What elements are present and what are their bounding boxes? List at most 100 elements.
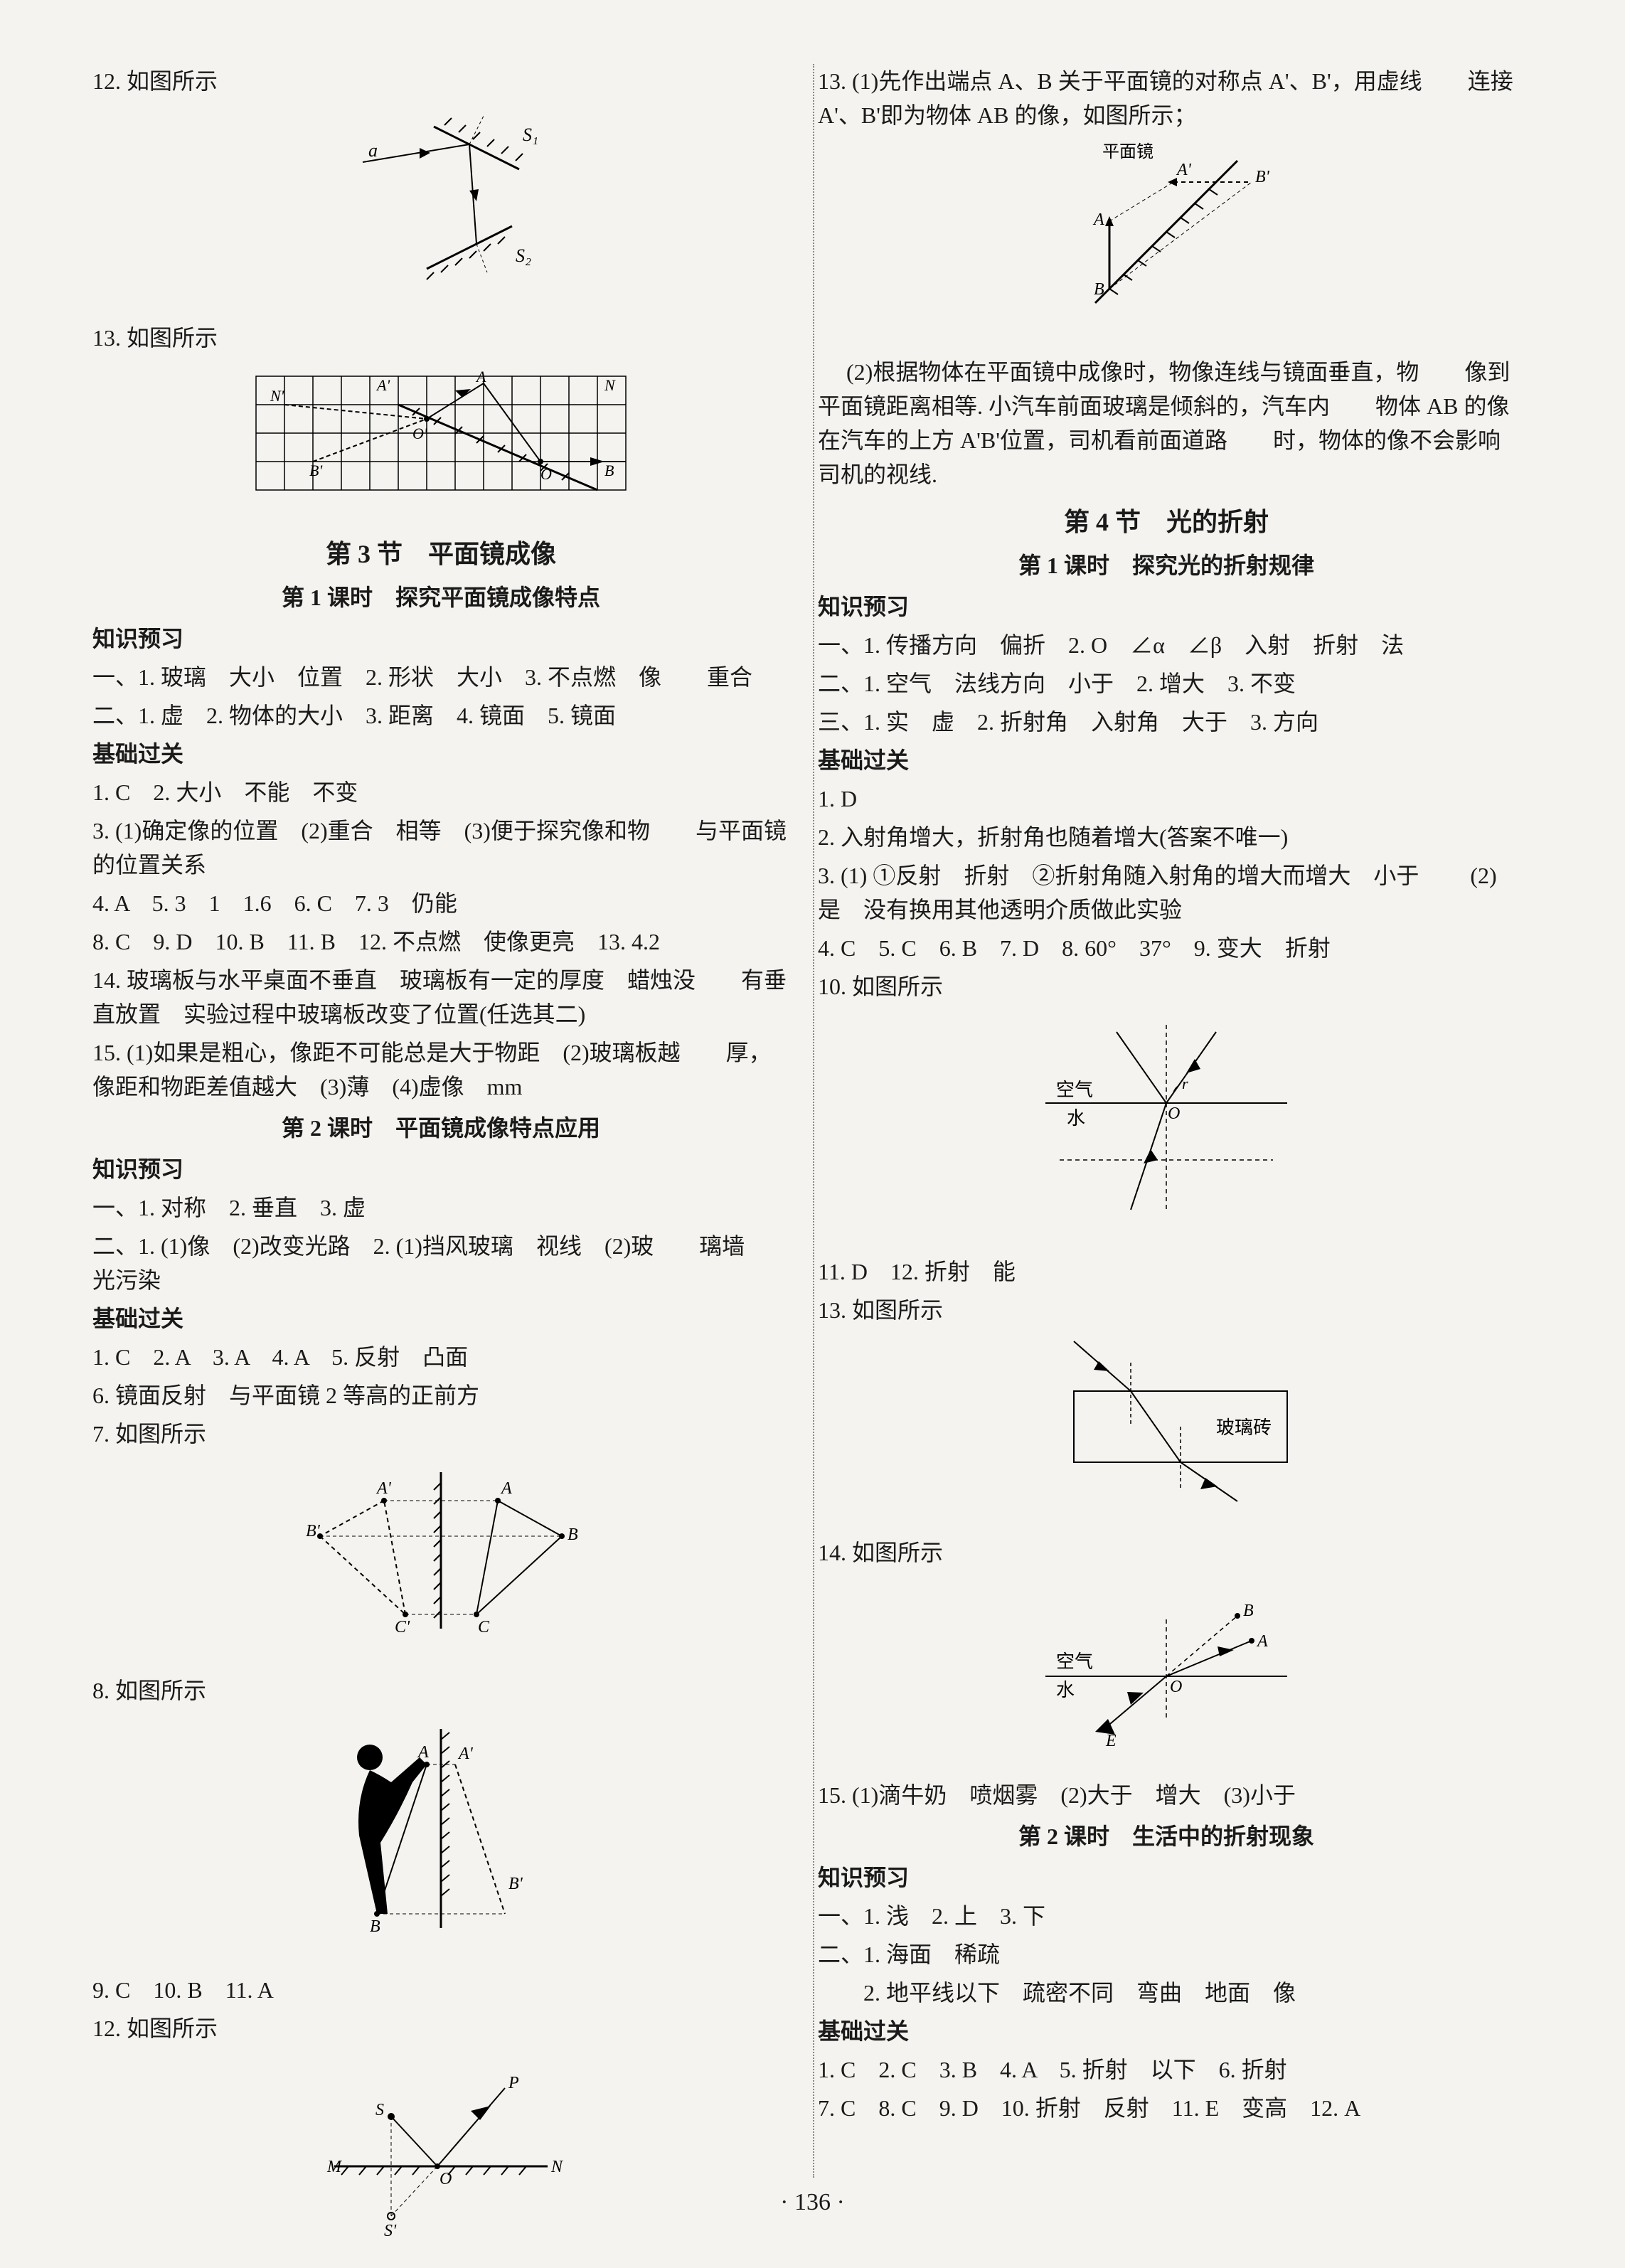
rb4: 4. C 5. C 6. B 7. D 8. 60° 37° 9. 变大 折射: [818, 931, 1515, 965]
rb10: 10. 如图所示: [818, 969, 1515, 1003]
c1: 1. C 2. A 3. A 4. A 5. 反射 凸面: [92, 1340, 789, 1374]
svg-text:N: N: [604, 376, 616, 394]
c7: 7. 如图所示: [92, 1417, 789, 1451]
basic-heading-r1: 基础过关: [818, 743, 1515, 777]
diagram-r13: 平面镜 A' B' A: [818, 139, 1515, 334]
lesson2-title: 第 2 课时 平面镜成像特点应用: [92, 1111, 789, 1145]
rb13: 13. 如图所示: [818, 1293, 1515, 1327]
svg-text:空气: 空气: [1056, 1080, 1093, 1100]
q12-label: 12. 如图所示: [92, 64, 789, 98]
svg-text:r: r: [1182, 1075, 1188, 1092]
svg-text:A: A: [1092, 211, 1104, 229]
b14: 14. 玻璃板与水平桌面不垂直 玻璃板有一定的厚度 蜡烛没 有垂直放置 实验过程…: [92, 963, 789, 1031]
svg-text:M: M: [326, 2158, 343, 2176]
diagram-r10: r O 空气 水: [818, 1011, 1515, 1233]
svg-text:O': O': [412, 425, 427, 442]
diagram-r13b: 玻璃砖: [818, 1334, 1515, 1514]
preview2-1: 一、1. 对称 2. 垂直 3. 虚: [92, 1191, 789, 1225]
pr2-1: 一、1. 浅 2. 上 3. 下: [818, 1899, 1515, 1933]
pr2: 二、1. 空气 法线方向 小于 2. 增大 3. 不变: [818, 666, 1515, 701]
lesson1-title: 第 1 课时 探究平面镜成像特点: [92, 580, 789, 614]
preview-heading-2: 知识预习: [92, 1152, 789, 1186]
svg-text:O: O: [540, 465, 552, 483]
b1: 1. C 2. 大小 不能 不变: [92, 775, 789, 809]
svg-text:A': A': [375, 1479, 392, 1498]
diagram-13: N' A' A N B' O' O B: [92, 362, 789, 513]
label-s1: S₁: [523, 124, 538, 145]
rb1: 1. D: [818, 782, 1515, 816]
page-number: · 136 ·: [0, 2184, 1625, 2220]
basic-heading-2: 基础过关: [92, 1301, 789, 1336]
svg-text:平面镜: 平面镜: [1102, 142, 1154, 161]
svg-text:P: P: [508, 2074, 519, 2092]
svg-text:A: A: [1256, 1632, 1268, 1651]
b15: 15. (1)如果是粗心，像距不可能总是大于物距 (2)玻璃板越 厚，像距和物距…: [92, 1035, 789, 1104]
svg-text:A': A': [375, 376, 390, 394]
svg-text:A': A': [457, 1745, 474, 1763]
column-divider: [813, 64, 814, 2178]
diagram-7: A' A B' B C' C: [92, 1458, 789, 1652]
svg-text:B': B': [306, 1522, 321, 1540]
lesson1r-title: 第 1 课时 探究光的折射规律: [818, 548, 1515, 582]
rb11: 11. D 12. 折射 能: [818, 1255, 1515, 1289]
basic-heading-1: 基础过关: [92, 737, 789, 771]
c8: 8. 如图所示: [92, 1673, 789, 1708]
rb3: 3. (1) ①反射 折射 ②折射角随入射角的增大而增大 小于 (2)是 没有换…: [818, 858, 1515, 927]
svg-text:B: B: [1243, 1602, 1254, 1620]
b3: 3. (1)确定像的位置 (2)重合 相等 (3)便于探究像和物 与平面镜的位置…: [92, 814, 789, 882]
svg-text:O: O: [1170, 1678, 1182, 1696]
svg-text:水: 水: [1067, 1108, 1085, 1129]
diagram-8: A A' B B': [92, 1715, 789, 1952]
basic-heading-r2: 基础过关: [818, 2014, 1515, 2048]
svg-text:A: A: [500, 1479, 512, 1498]
preview1-1: 一、1. 玻璃 大小 位置 2. 形状 大小 3. 不点燃 像 重合: [92, 660, 789, 694]
svg-text:B: B: [370, 1917, 380, 1936]
svg-text:C: C: [478, 1618, 490, 1636]
section3-title: 第 3 节 平面镜成像: [92, 535, 789, 573]
preview-heading-1: 知识预习: [92, 622, 789, 656]
svg-text:O: O: [1168, 1104, 1180, 1123]
label-s2: S₂: [516, 245, 531, 266]
rb14: 14. 如图所示: [818, 1535, 1515, 1570]
b4: 4. A 5. 3 1 1.6 6. C 7. 3 仍能: [92, 886, 789, 920]
section4-title: 第 4 节 光的折射: [818, 503, 1515, 541]
pr2-2: 二、1. 海面 稀疏: [818, 1937, 1515, 1971]
preview1-2: 二、1. 虚 2. 物体的大小 3. 距离 4. 镜面 5. 镜面: [92, 698, 789, 733]
svg-text:E: E: [1105, 1732, 1117, 1747]
rb15: 15. (1)滴牛奶 喷烟雾 (2)大于 增大 (3)小于: [818, 1778, 1515, 1812]
svg-text:N': N': [270, 387, 284, 405]
svg-text:A: A: [475, 368, 486, 385]
b8: 8. C 9. D 10. B 11. B 12. 不点燃 使像更亮 13. 4…: [92, 925, 789, 959]
q13-label: 13. 如图所示: [92, 321, 789, 355]
rc7: 7. C 8. C 9. D 10. 折射 反射 11. E 变高 12. A: [818, 2091, 1515, 2125]
svg-text:C': C': [395, 1618, 410, 1636]
rb2: 2. 入射角增大，折射角也随着增大(答案不唯一): [818, 820, 1515, 854]
lesson2r-title: 第 2 课时 生活中的折射现象: [818, 1819, 1515, 1853]
svg-text:N: N: [550, 2158, 564, 2176]
svg-text:水: 水: [1056, 1680, 1075, 1700]
svg-text:B: B: [1094, 280, 1104, 299]
pr3: 三、1. 实 虚 2. 折射角 入射角 大于 3. 方向: [818, 705, 1515, 739]
c6: 6. 镜面反射 与平面镜 2 等高的正前方: [92, 1378, 789, 1412]
svg-text:S: S: [375, 2101, 384, 2119]
r13-2: (2)根据物体在平面镜中成像时，物像连线与镜面垂直，物 像到平面镜距离相等. 小…: [818, 355, 1515, 491]
preview-heading-r2: 知识预习: [818, 1860, 1515, 1895]
svg-text:B: B: [604, 462, 614, 479]
svg-text:A': A': [1176, 161, 1192, 179]
svg-text:空气: 空气: [1056, 1651, 1093, 1672]
svg-text:玻璃砖: 玻璃砖: [1216, 1417, 1272, 1438]
svg-text:B': B': [508, 1875, 523, 1893]
diagram-r14: B A O E 空气 水: [818, 1577, 1515, 1757]
c9: 9. C 10. B 11. A: [92, 1973, 789, 2007]
c12: 12. 如图所示: [92, 2011, 789, 2045]
svg-text:A: A: [417, 1743, 429, 1762]
preview2-2: 二、1. (1)像 (2)改变光路 2. (1)挡风玻璃 视线 (2)玻 璃墙 …: [92, 1229, 789, 1297]
label-a: a: [368, 140, 378, 161]
svg-text:B: B: [568, 1526, 578, 1544]
pr2-3: 2. 地平线以下 疏密不同 弯曲 地面 像: [818, 1976, 1515, 2010]
pr1: 一、1. 传播方向 偏折 2. O ∠α ∠β 入射 折射 法: [818, 628, 1515, 662]
diagram-12: a S₁ S₂: [92, 105, 789, 299]
svg-text:B': B': [1255, 168, 1270, 186]
svg-text:S': S': [384, 2222, 397, 2237]
svg-text:B': B': [309, 462, 322, 479]
